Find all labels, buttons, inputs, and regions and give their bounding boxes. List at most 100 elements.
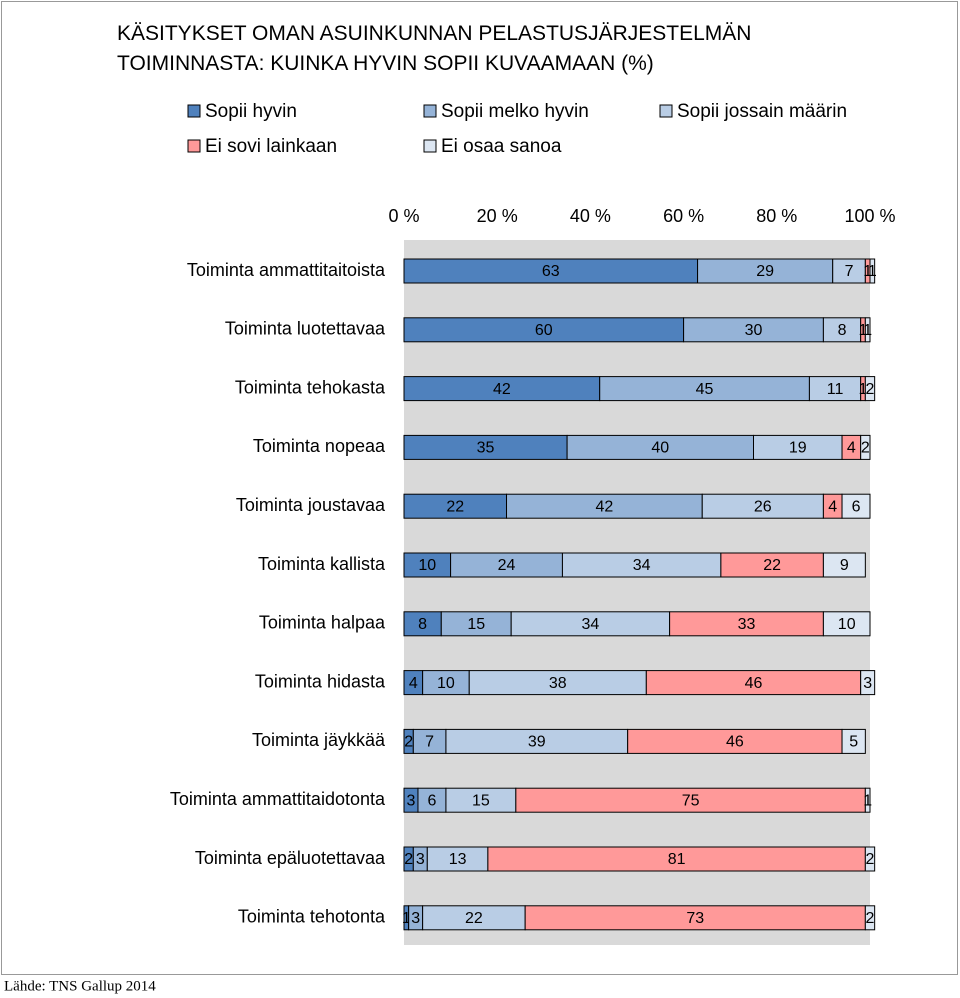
x-tick-label: 20 % <box>477 206 518 226</box>
data-label: 46 <box>726 734 744 751</box>
x-tick-label: 80 % <box>756 206 797 226</box>
x-tick-label: 40 % <box>570 206 611 226</box>
bar-segment <box>422 905 526 931</box>
data-label: 13 <box>449 851 467 868</box>
data-label: 2 <box>866 381 875 398</box>
legend-label: Ei sovi lainkaan <box>205 136 337 157</box>
bar-segment <box>841 728 866 754</box>
chart-title: KÄSITYKSET OMAN ASUINKUNNAN PELASTUSJÄRJ… <box>117 22 752 75</box>
bar-segment <box>864 787 871 813</box>
bar-segment <box>720 552 824 578</box>
data-label: 35 <box>477 440 495 457</box>
y-tick-label: Toiminta tehokasta <box>235 377 386 397</box>
data-label: 7 <box>845 263 854 280</box>
bar-segment <box>822 552 866 578</box>
y-tick-label: Toiminta kallista <box>258 554 386 574</box>
data-label: 4 <box>409 675 418 692</box>
y-tick-label: Toiminta joustavaa <box>236 495 386 515</box>
bar-segment <box>841 493 871 519</box>
data-label: 8 <box>838 322 847 339</box>
data-label: 8 <box>418 616 427 633</box>
data-label: 34 <box>582 616 600 633</box>
data-label: 2 <box>861 440 870 457</box>
y-tick-label: Toiminta ammattitaidotonta <box>170 789 386 809</box>
bar-segment <box>864 846 876 872</box>
bar-segment <box>450 552 563 578</box>
data-label: 3 <box>416 851 425 868</box>
data-label: 4 <box>828 498 837 515</box>
y-tick-label: Toiminta epäluotettavaa <box>195 848 386 868</box>
bar-segment <box>417 787 447 813</box>
data-label: 26 <box>754 498 772 515</box>
data-label: 10 <box>437 675 455 692</box>
data-label: 33 <box>738 616 756 633</box>
x-tick-label: 100 % <box>844 206 895 226</box>
data-label: 73 <box>686 910 704 927</box>
bar-segment <box>403 258 699 284</box>
data-label: 7 <box>425 734 434 751</box>
legend-swatch <box>187 139 201 153</box>
data-label: 1 <box>863 792 872 809</box>
data-label: 42 <box>595 498 613 515</box>
y-tick-label: Toiminta jäykkää <box>252 730 386 750</box>
data-label: 3 <box>863 675 872 692</box>
data-label: 60 <box>535 322 553 339</box>
data-label: 2 <box>866 910 875 927</box>
bar-segment <box>566 434 754 460</box>
data-label: 15 <box>467 616 485 633</box>
bar-segment <box>697 258 834 284</box>
data-label: 3 <box>411 910 420 927</box>
data-label: 1 <box>402 910 411 927</box>
bar-segment <box>860 434 871 460</box>
legend-label: Sopii melko hyvin <box>441 101 589 122</box>
plot-area <box>404 240 870 945</box>
bar-segment <box>403 611 442 637</box>
bar-segment <box>753 434 843 460</box>
data-label: 10 <box>838 616 856 633</box>
legend-swatch <box>187 104 201 118</box>
bar-segment <box>864 376 876 402</box>
bar-segment <box>422 670 470 696</box>
bar-segment <box>627 728 843 754</box>
x-tick-label: 60 % <box>663 206 704 226</box>
bar-segment <box>599 376 810 402</box>
data-label: 19 <box>789 440 807 457</box>
data-label: 42 <box>493 381 511 398</box>
data-label: 5 <box>849 734 858 751</box>
y-tick-label: Toiminta ammattitaitoista <box>187 260 386 280</box>
bar-segment <box>403 552 452 578</box>
y-tick-label: Toiminta tehotonta <box>238 907 386 927</box>
bar-segment <box>561 552 722 578</box>
data-label: 34 <box>633 557 651 574</box>
data-label: 38 <box>549 675 567 692</box>
legend-label: Sopii jossain määrin <box>677 101 847 122</box>
data-label: 81 <box>668 851 686 868</box>
data-label: 4 <box>847 440 856 457</box>
y-tick-label: Toiminta halpaa <box>259 613 386 633</box>
legend-label: Ei osaa sanoa <box>441 136 562 157</box>
data-label: 24 <box>498 557 516 574</box>
data-label: 22 <box>465 910 483 927</box>
source: Lähde: TNS Gallup 2014 <box>4 978 156 994</box>
y-tick-label: Toiminta luotettavaa <box>225 319 386 339</box>
data-label: 46 <box>745 675 763 692</box>
data-label: 2 <box>866 851 875 868</box>
bar-segment <box>440 611 512 637</box>
data-label: 63 <box>542 263 560 280</box>
data-label: 1 <box>859 381 868 398</box>
data-label: 1 <box>863 322 872 339</box>
chart-frame <box>1 1 958 975</box>
data-label: 30 <box>745 322 763 339</box>
bar-segment <box>403 376 601 402</box>
bar-segment <box>403 434 568 460</box>
bar-segment <box>683 317 824 343</box>
bar-segment <box>864 317 871 343</box>
data-label: 45 <box>696 381 714 398</box>
data-label: 2 <box>404 734 413 751</box>
x-tick-label: 0 % <box>388 206 419 226</box>
data-label: 29 <box>756 263 774 280</box>
data-label: 10 <box>418 557 436 574</box>
data-label: 6 <box>852 498 861 515</box>
data-label: 9 <box>840 557 849 574</box>
